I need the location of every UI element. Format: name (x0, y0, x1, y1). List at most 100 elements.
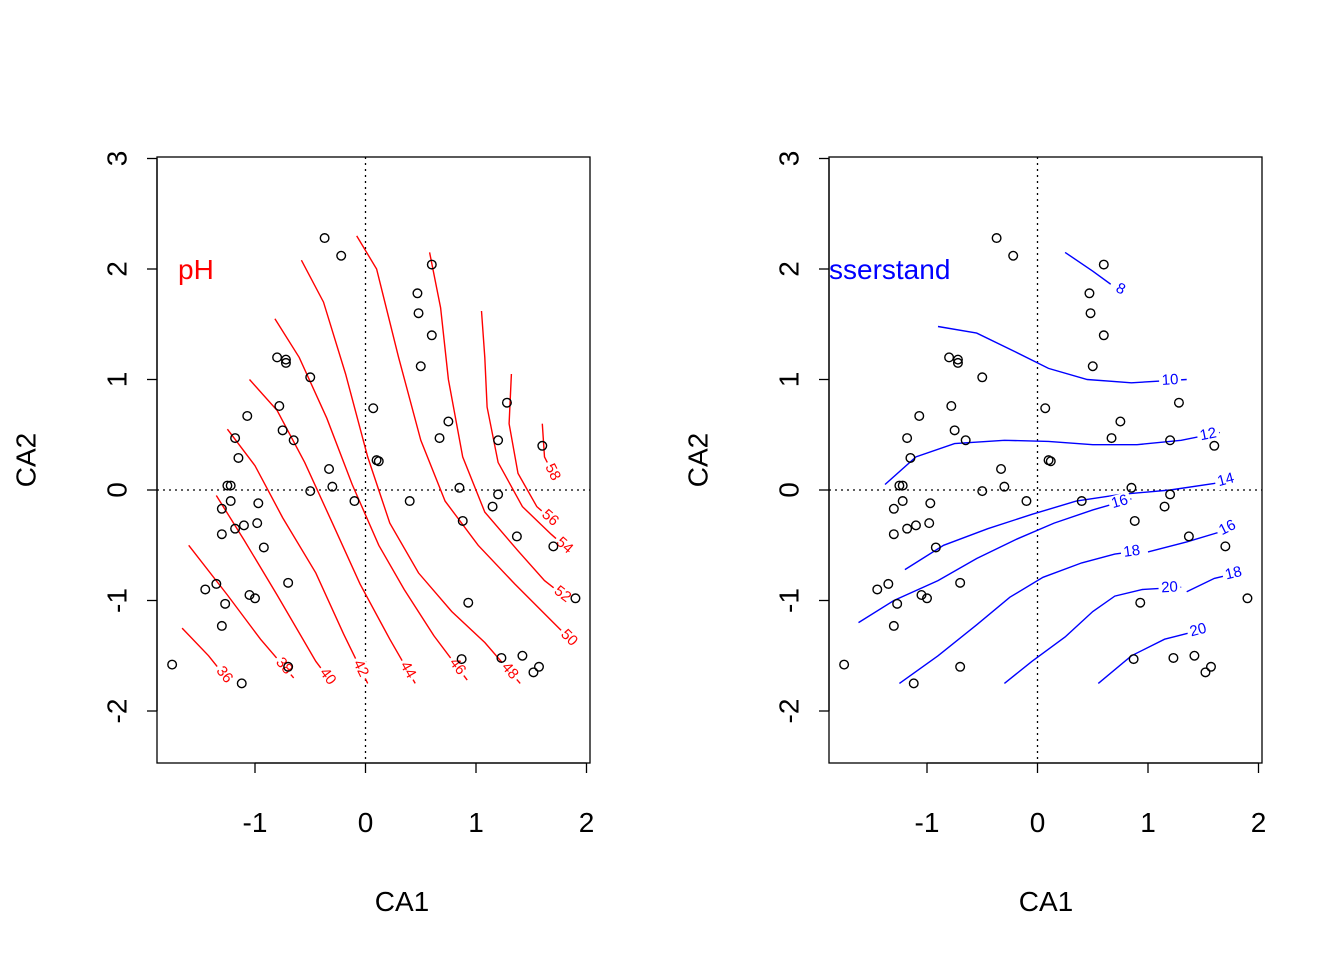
site-point (283, 577, 294, 588)
site-point (463, 597, 474, 608)
contour-line-48 (300, 259, 521, 684)
y-tick-label: 2 (773, 261, 804, 277)
contour-label-bg (1213, 469, 1239, 491)
contour-level-label: 18 (1122, 542, 1141, 561)
site-point (493, 489, 504, 500)
site-point (233, 452, 244, 463)
site-point (960, 435, 971, 446)
site-point (1098, 330, 1109, 341)
site-point (283, 661, 294, 672)
site-point (517, 650, 528, 661)
site-point (319, 233, 330, 244)
contour-level-label: 40 (316, 665, 340, 689)
contour-line-44 (248, 379, 416, 684)
site-point (888, 503, 899, 514)
site-point (216, 620, 227, 631)
y-axis-title: CA2 (682, 433, 713, 487)
y-axis-title: CA2 (10, 433, 41, 487)
site-point (1021, 496, 1032, 507)
site-point (944, 352, 955, 363)
site-point (910, 520, 921, 531)
site-point (327, 481, 338, 492)
site-point (249, 593, 260, 604)
site-point (952, 354, 963, 365)
contour-level-label: 58 (541, 461, 564, 484)
contour-label-bg (1107, 491, 1133, 513)
site-point (922, 593, 933, 604)
contour-label-bg (1195, 424, 1221, 445)
contour-label-bg (496, 657, 523, 685)
x-axis-title: CA1 (375, 886, 429, 917)
contour-line-18 (898, 550, 1140, 684)
site-point (1008, 250, 1019, 261)
site-point (977, 486, 988, 497)
x-axis-title: CA1 (1019, 886, 1073, 917)
contour-label-bg (1185, 619, 1211, 642)
contour-line-42 (226, 428, 369, 684)
site-point (272, 352, 283, 363)
contour-label-bg (348, 655, 373, 682)
site-point (1168, 652, 1179, 663)
contour-level-label: 16 (1109, 491, 1130, 512)
site-point (1129, 515, 1140, 526)
site-point (955, 577, 966, 588)
site-point (415, 361, 426, 372)
contour-line-10 (937, 325, 1187, 384)
contour-label-bg (536, 504, 564, 532)
contour-level-label: 44 (397, 658, 420, 681)
site-point (1173, 397, 1184, 408)
contour-level-label: 42 (350, 657, 373, 679)
contour-label-bg (1119, 542, 1144, 562)
contour-label-bg (1158, 371, 1182, 390)
y-tick-label: 3 (101, 151, 132, 167)
site-point (908, 678, 919, 689)
x-tick-label: 1 (1140, 807, 1156, 838)
contour-level-label: 18 (1223, 563, 1243, 583)
site-point (258, 542, 269, 553)
site-point (434, 433, 445, 444)
site-point (496, 652, 507, 663)
site-point (925, 498, 936, 509)
site-point (222, 480, 233, 491)
contour-label-bg (444, 653, 471, 681)
site-point (946, 401, 957, 412)
site-point (1165, 435, 1176, 446)
y-tick-label: 0 (101, 482, 132, 498)
y-tick-label: 0 (773, 482, 804, 498)
contour-line-46 (274, 318, 468, 681)
site-point (426, 330, 437, 341)
site-point (167, 659, 178, 670)
site-point (253, 498, 264, 509)
site-point (1084, 288, 1095, 299)
site-point (238, 520, 249, 531)
contour-line-20 (1097, 628, 1204, 684)
y-tick-label: 1 (101, 372, 132, 388)
site-point (1098, 259, 1109, 270)
site-point (1106, 433, 1117, 444)
surface-variable-label: pH (178, 254, 214, 285)
site-point (914, 410, 925, 421)
x-tick-label: 1 (468, 807, 484, 838)
site-point (274, 401, 285, 412)
site-point (211, 578, 222, 589)
site-point (493, 435, 504, 446)
site-point (1242, 593, 1253, 604)
site-point (916, 589, 927, 600)
site-point (949, 425, 960, 436)
x-tick-label: 0 (358, 807, 374, 838)
site-point (1115, 416, 1126, 427)
contour-level-label: 52 (551, 582, 575, 606)
contour-label-bg (555, 624, 583, 652)
contour-label-bg (1221, 563, 1247, 585)
surface-variable-label: sserstand (829, 254, 950, 285)
site-point (897, 480, 908, 491)
site-point (537, 440, 548, 451)
site-point (1040, 403, 1051, 414)
site-point (1200, 667, 1211, 678)
y-tick-label: 1 (773, 372, 804, 388)
site-point (897, 496, 908, 507)
y-tick-label: -2 (773, 699, 804, 724)
y-tick-label: -1 (773, 588, 804, 613)
site-point (528, 667, 539, 678)
